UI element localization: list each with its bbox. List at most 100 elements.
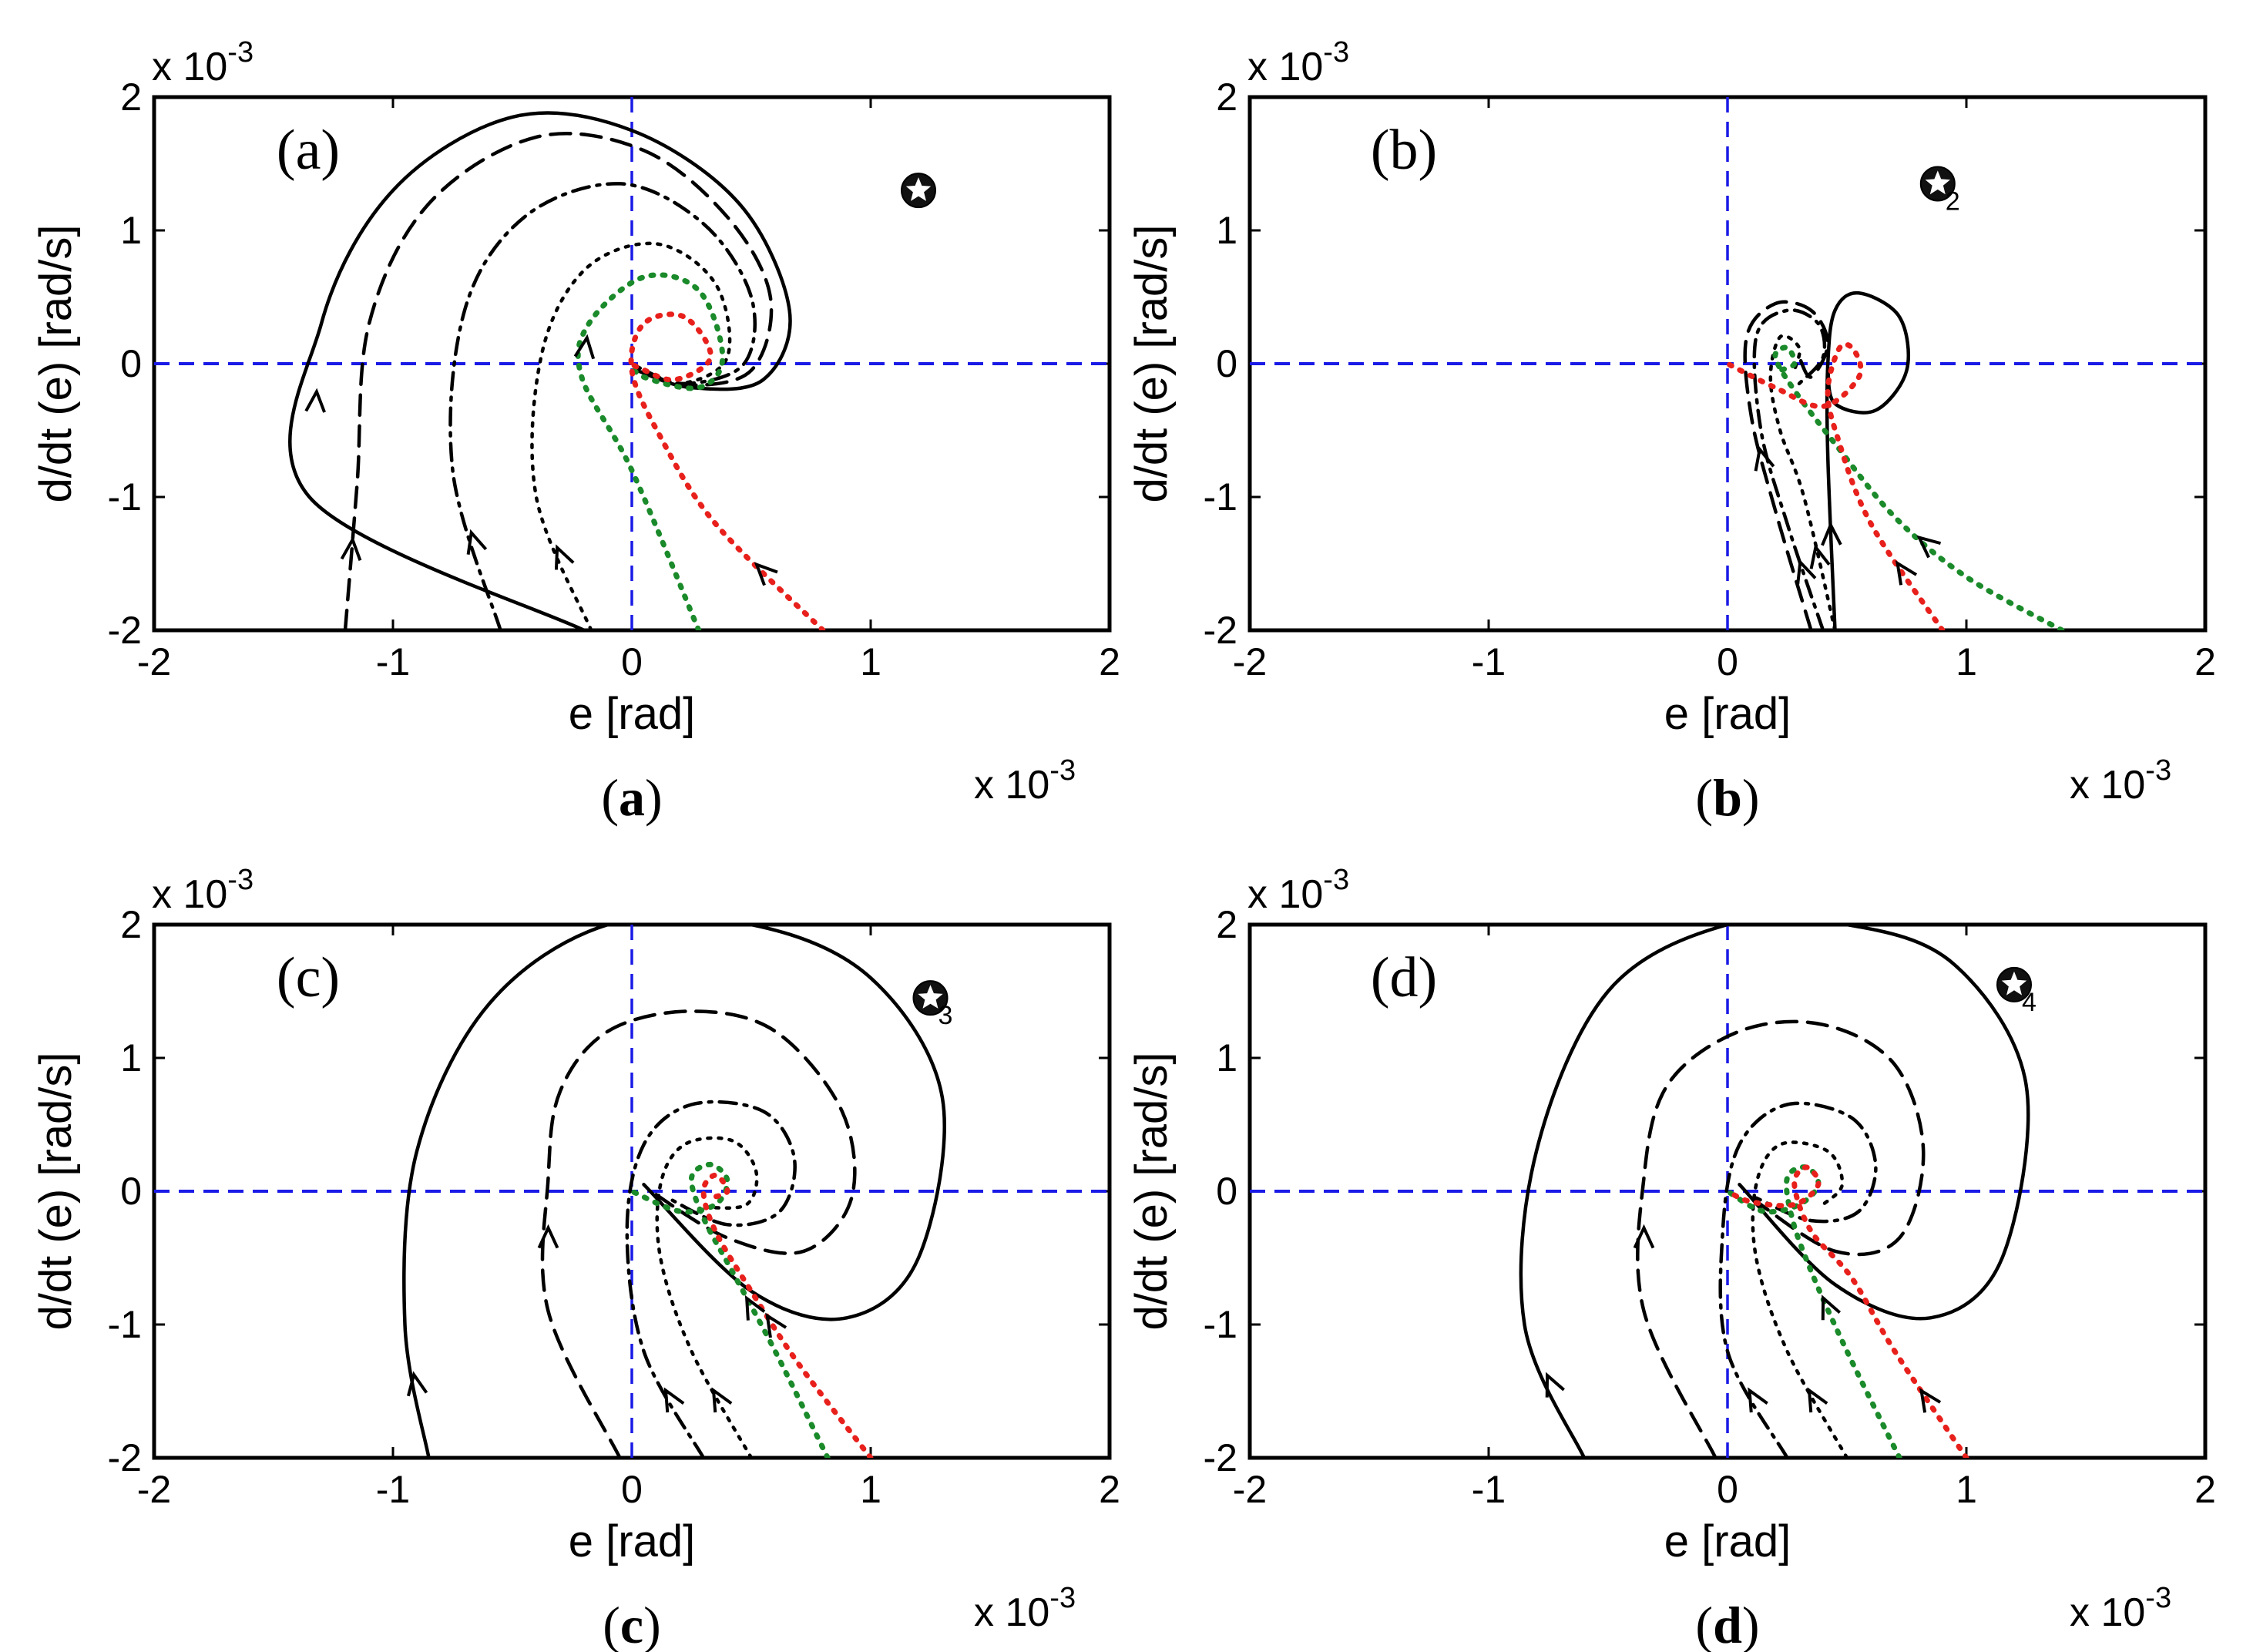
- y-axis-label: d/dt (e) [rad/s]: [1127, 224, 1177, 502]
- panel-d: -2 -1 0 1 2 -2 -1 0 1 2 4 (d) x 10-3 x 10-3 e [rad] d/d…: [1127, 864, 2216, 1652]
- direction-arrow: [1916, 535, 1942, 559]
- x-tick-label: -2: [137, 1468, 171, 1511]
- x-tick-label: -2: [1233, 640, 1267, 683]
- x-tick-label: -2: [137, 640, 171, 683]
- trajectory-dashed: [1743, 300, 1830, 630]
- trajectory-dotted: [1751, 1140, 1849, 1458]
- x-axis-label: e [rad]: [569, 689, 695, 739]
- y-exponent-label: x 10-3: [1247, 36, 1349, 89]
- star-in-circle-icon: [912, 980, 949, 1016]
- y-tick-label: 0: [1216, 342, 1237, 385]
- direction-arrow: [1821, 1294, 1842, 1321]
- direction-arrow: [1748, 1387, 1768, 1413]
- direction-arrow: [466, 529, 488, 555]
- trajectory-group: [1724, 290, 2065, 630]
- trajectory-dotted: [655, 1136, 759, 1458]
- x-axis-label: e [rad]: [569, 1516, 695, 1566]
- y-tick-label: 1: [1216, 1036, 1237, 1080]
- direction-arrow: [711, 1387, 733, 1413]
- y-tick-label: 2: [1216, 76, 1237, 119]
- trajectory-red: [700, 1172, 874, 1458]
- x-tick-label: 1: [860, 640, 881, 683]
- trajectory-red: [1724, 1164, 1969, 1458]
- y-tick-label: 1: [120, 209, 142, 252]
- y-tick-label: -2: [108, 1436, 142, 1479]
- x-tick-label: 2: [2194, 640, 2216, 683]
- y-tick-label: 2: [120, 76, 142, 119]
- trajectory-solid: [1519, 925, 2030, 1458]
- star-in-circle-icon: [1919, 166, 1956, 202]
- panel-caption: (b): [1695, 768, 1759, 827]
- x-tick-label: 1: [1956, 640, 1977, 683]
- y-exponent-label: x 10-3: [1247, 864, 1349, 917]
- trajectory-dashdot: [1718, 1101, 1878, 1458]
- direction-arrow: [1919, 1388, 1942, 1413]
- y-axis-label: d/dt (e) [rad/s]: [31, 1052, 81, 1330]
- marker-subscript: 2: [1946, 186, 1960, 216]
- trajectory-dashed: [540, 1009, 857, 1458]
- y-tick-label: -1: [108, 475, 142, 519]
- trajectory-solid: [1825, 290, 1910, 630]
- direction-arrow: [765, 1312, 787, 1338]
- panel-caption: (c): [603, 1596, 661, 1652]
- star-in-circle-icon: [901, 173, 936, 209]
- direction-arrow: [340, 536, 362, 561]
- trajectory-solid: [288, 111, 792, 630]
- direction-arrow: [1754, 445, 1775, 472]
- direction-arrow: [663, 1387, 685, 1413]
- x-exponent-label: x 10-3: [2070, 754, 2171, 808]
- trajectory-green: [575, 272, 726, 630]
- direction-arrow: [406, 1371, 428, 1397]
- y-tick-label: 2: [1216, 903, 1237, 946]
- trajectory-solid: [402, 925, 946, 1458]
- x-exponent-label: x 10-3: [2070, 1582, 2171, 1635]
- x-tick-label: 1: [1956, 1468, 1977, 1511]
- trajectory-dotted: [1768, 334, 1837, 630]
- panel-inner-label: (b): [1371, 119, 1437, 182]
- x-axis-label: e [rad]: [1664, 689, 1791, 739]
- trajectory-dashdot: [625, 1100, 797, 1458]
- trajectory-green: [1724, 1164, 1902, 1458]
- trajectory-group: [1519, 925, 2030, 1458]
- direction-arrow: [554, 544, 575, 570]
- x-tick-label: -1: [1472, 640, 1506, 683]
- direction-arrow: [1545, 1372, 1565, 1398]
- y-tick-label: 1: [120, 1036, 142, 1080]
- y-tick-label: 2: [120, 903, 142, 946]
- trajectory-dashed: [343, 132, 774, 630]
- x-tick-label: 0: [621, 1468, 643, 1511]
- direction-arrow: [1807, 1387, 1828, 1413]
- trajectory-green: [1772, 344, 2065, 630]
- panel-b: -2 -1 0 1 2 -2 -1 0 1 2 2 (b) x 10-3 x 10-3 e [rad] d/d…: [1127, 36, 2216, 827]
- marker-subscript: 4: [2022, 988, 2036, 1017]
- y-tick-label: 0: [120, 342, 142, 385]
- panel-inner-label: (d): [1371, 946, 1437, 1009]
- y-tick-label: 1: [1216, 209, 1237, 252]
- y-axis-label: d/dt (e) [rad/s]: [1127, 1052, 1177, 1330]
- panel-inner-label: (a): [277, 119, 340, 182]
- x-tick-label: -1: [376, 640, 410, 683]
- direction-arrow: [1821, 521, 1842, 546]
- y-tick-label: -1: [1204, 1303, 1237, 1346]
- x-axis-label: e [rad]: [1664, 1516, 1791, 1566]
- x-tick-label: 0: [1717, 1468, 1738, 1511]
- x-tick-label: -2: [1233, 1468, 1267, 1511]
- trajectory-dashdot: [448, 182, 757, 630]
- trajectory-red: [1724, 341, 1946, 630]
- direction-arrow: [1895, 560, 1918, 586]
- panel-a: -2 -1 0 1 2 -2 -1 0 1 2 (a) x 10-3 x 10-3 e [rad] d/dt…: [31, 36, 1120, 827]
- panel-caption: (d): [1695, 1596, 1759, 1652]
- y-tick-label: -2: [1204, 1436, 1237, 1479]
- panel-inner-label: (c): [277, 946, 340, 1009]
- x-tick-label: 0: [621, 640, 643, 683]
- y-tick-label: -1: [1204, 475, 1237, 519]
- direction-arrow: [1809, 543, 1831, 569]
- direction-arrow: [744, 1294, 766, 1321]
- y-exponent-label: x 10-3: [152, 36, 254, 89]
- y-tick-label: 0: [1216, 1170, 1237, 1213]
- direction-arrow: [573, 334, 596, 360]
- marker-subscript: 3: [939, 1001, 953, 1030]
- trajectory-green: [629, 1161, 831, 1458]
- star-in-circle-icon: [1996, 966, 2032, 1002]
